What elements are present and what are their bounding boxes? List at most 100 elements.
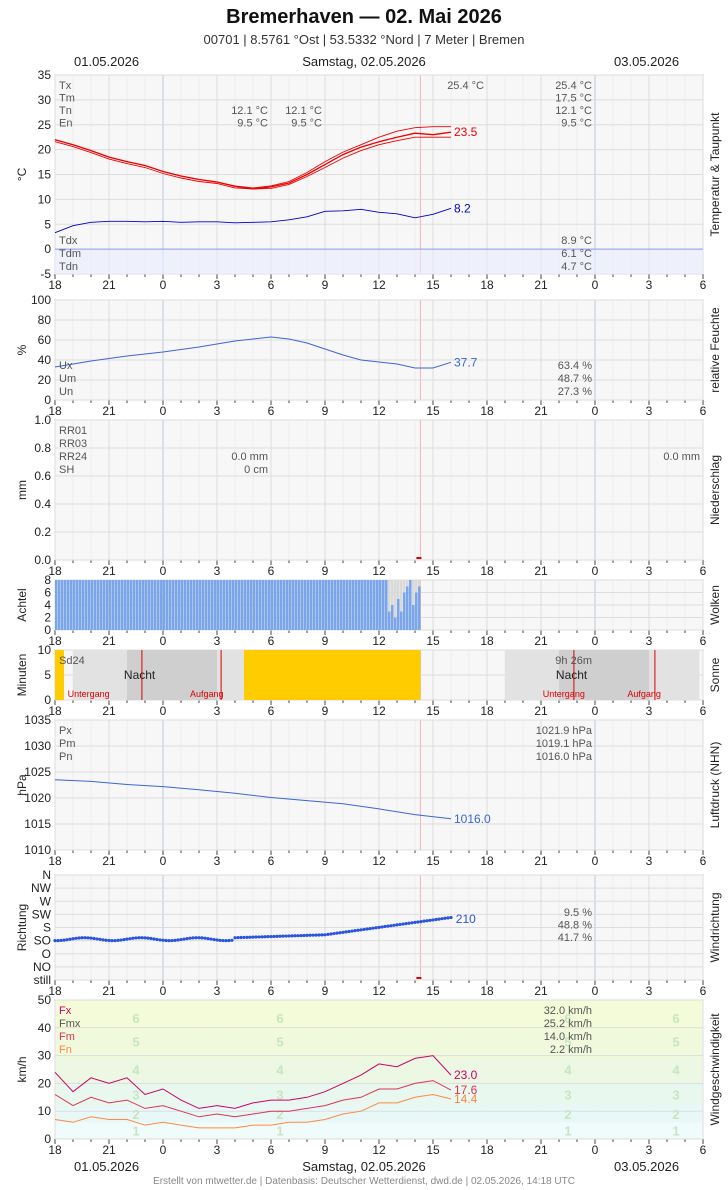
wind_speed-time-label: 9: [322, 1143, 329, 1157]
cloud-bar: [130, 580, 133, 630]
cloud-bar: [325, 580, 328, 630]
cloud-bar: [319, 580, 322, 630]
wind_direction-ytick-label: N: [42, 868, 51, 882]
wind-speed-stat-value: 25.2 km/h: [544, 1018, 592, 1030]
temperature-ytick-label: 0: [44, 242, 51, 256]
wind-direction-point: [137, 936, 141, 940]
cloud-bar: [403, 592, 406, 630]
cloud-bar: [166, 580, 169, 630]
wind-direction-point: [128, 937, 132, 941]
precipitation-time-label: 18: [480, 564, 494, 578]
pressure-time-label: 3: [646, 854, 653, 868]
sunshine-ylabel: Minuten: [15, 654, 29, 697]
wind_speed-time-label: 6: [700, 1143, 707, 1157]
wind-direction-point: [149, 936, 153, 941]
cloud-bar: [382, 580, 385, 630]
cloud-bar: [277, 580, 280, 630]
precipitation-stat-name: RR01: [59, 425, 87, 437]
wind-speed-stat-value: 32.0 km/h: [544, 1005, 592, 1017]
temperature-stat-name: Tx: [59, 80, 72, 92]
sunset-label-next: Untergang: [543, 689, 585, 699]
beaufort-label: 3: [564, 1088, 571, 1103]
cloud-bar: [340, 580, 343, 630]
wind_direction-time-label: 18: [48, 984, 62, 998]
pressure-time-label: 21: [102, 854, 116, 868]
wind-direction-point: [197, 936, 201, 940]
humidity-time-label: 3: [214, 404, 221, 418]
wind-direction-point: [407, 921, 411, 925]
beaufort-label: 4: [672, 1063, 680, 1078]
cloud-bar: [346, 580, 349, 630]
precipitation-time-label: 0: [160, 564, 167, 578]
wind-direction-point: [176, 938, 180, 942]
humidity-stat-name: Um: [59, 373, 76, 385]
cloud-bar: [295, 580, 298, 630]
wind-direction-point: [185, 936, 189, 941]
wind_direction-ytick-label: still: [34, 973, 51, 987]
sunshine-bar-morning: [244, 650, 316, 700]
humidity-last-value: 37.7: [454, 355, 478, 369]
temperature-series-tn: [54, 136, 451, 190]
cloud-bar: [322, 580, 325, 630]
night-band: [649, 650, 700, 700]
cloud-bar: [193, 580, 196, 630]
wind_speed-time-label: 18: [480, 1143, 494, 1157]
wind-direction-point: [404, 922, 408, 926]
wind-direction-point: [347, 929, 351, 934]
cloud-bar: [412, 605, 415, 630]
wind-direction-point: [380, 925, 384, 929]
pressure-ytick-label: 1010: [24, 843, 51, 857]
wind-direction-point: [254, 935, 258, 939]
clouds-time-label: 15: [426, 634, 440, 648]
temperature-time-label: 21: [102, 278, 116, 292]
clouds-time-label: 0: [160, 634, 167, 648]
humidity-time-label: 12: [372, 404, 386, 418]
wind-direction-point: [227, 938, 231, 943]
wind_direction-time-label: 3: [646, 984, 653, 998]
pressure-stat-name: Pm: [59, 738, 76, 750]
wind-direction-point: [170, 938, 174, 943]
wind-direction-point: [317, 933, 321, 937]
wind-speed-last-value: 14.4: [454, 1092, 478, 1106]
temperature-stat-mid: 12.1 °C: [555, 105, 592, 117]
beaufort-label: 4: [132, 1063, 140, 1078]
cloud-bar: [415, 592, 418, 630]
wind-direction-point: [224, 939, 228, 943]
wind-direction-point: [374, 926, 378, 930]
footer-credits: Erstellt von mtwetter.de | Datenbasis: D…: [153, 1176, 575, 1187]
cloud-bar: [142, 580, 145, 630]
wind_speed-time-label: 0: [592, 1143, 599, 1157]
temperature-time-label: 3: [646, 278, 653, 292]
wind_speed-ytick-label: 0: [44, 1132, 51, 1146]
cloud-bar: [301, 580, 304, 630]
wind_direction-time-label: 0: [592, 984, 599, 998]
sunshine-time-label: 0: [160, 704, 167, 718]
temperature-ytick-label: 35: [38, 68, 52, 82]
pressure-series-p: [54, 779, 452, 820]
cloud-bar: [154, 580, 157, 630]
dewpoint-stat-value: 4.7 °C: [561, 261, 592, 273]
cloud-bar: [208, 580, 211, 630]
temperature-time-label: 9: [322, 278, 329, 292]
cloud-bar: [361, 580, 364, 630]
cloud-bar: [262, 580, 265, 630]
wind_speed-ytick-label: 40: [38, 1021, 52, 1035]
wind-direction-point: [110, 939, 114, 943]
wind-direction-point: [434, 917, 438, 922]
wind-direction-point: [65, 938, 69, 942]
cloud-bar: [190, 580, 193, 630]
wind-direction-point: [359, 928, 363, 932]
pressure-ytick-label: 1030: [24, 739, 51, 753]
wind-speed-last-value: 17.6: [454, 1083, 478, 1097]
cloud-bar: [394, 617, 397, 630]
cloud-bar: [397, 598, 400, 630]
cloud-bar: [169, 580, 172, 630]
humidity-stat-name: Ux: [59, 360, 73, 372]
wind-direction-point: [212, 937, 216, 942]
temperature-time-label: 6: [700, 278, 707, 292]
wind-direction-point: [302, 933, 306, 938]
sunshine-time-label: 12: [372, 704, 386, 718]
beaufort-band: [56, 1030, 702, 1059]
wind_direction-time-label: 12: [372, 984, 386, 998]
precipitation-ytick-label: 0.4: [34, 497, 51, 511]
